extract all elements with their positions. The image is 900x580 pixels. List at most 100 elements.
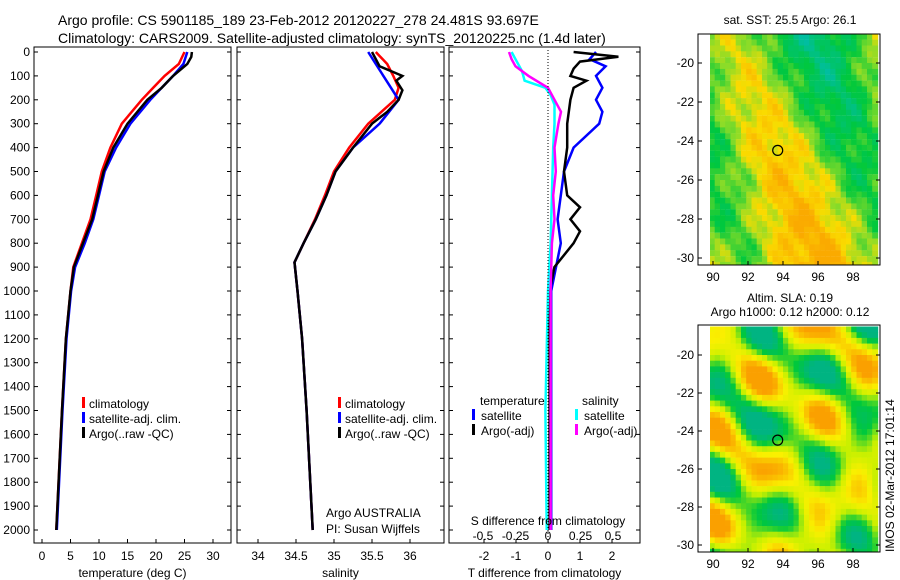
map-cell bbox=[825, 109, 831, 116]
map-cell bbox=[735, 469, 742, 475]
map-cell bbox=[793, 250, 800, 257]
map-cell bbox=[819, 174, 826, 181]
map-cell bbox=[856, 406, 863, 413]
map-cell bbox=[840, 133, 847, 140]
map-cell bbox=[840, 74, 847, 81]
map-cell bbox=[825, 244, 831, 251]
map-cell bbox=[725, 423, 732, 430]
map-cell bbox=[825, 115, 831, 122]
map-cell bbox=[725, 39, 732, 46]
map-cell bbox=[783, 104, 789, 110]
map-cell bbox=[772, 226, 779, 233]
map-cell bbox=[861, 531, 868, 538]
map-cell bbox=[814, 486, 821, 493]
map-cell bbox=[825, 508, 831, 515]
map-cell bbox=[814, 57, 821, 64]
map-cell bbox=[714, 109, 721, 116]
map-cell bbox=[725, 221, 732, 227]
map-cell bbox=[861, 127, 868, 134]
map-cell bbox=[783, 434, 789, 441]
map-cell bbox=[830, 98, 837, 105]
map-cell bbox=[851, 508, 858, 515]
map-cell bbox=[851, 226, 858, 233]
map-cell bbox=[756, 434, 763, 441]
map-cell bbox=[861, 98, 868, 105]
map-cell bbox=[756, 497, 763, 504]
map-cell bbox=[809, 349, 816, 356]
map-cell bbox=[746, 174, 753, 181]
map-cell bbox=[767, 537, 774, 544]
map-cell bbox=[851, 209, 858, 216]
map-cell bbox=[798, 168, 805, 175]
map-cell bbox=[851, 180, 858, 186]
map-cell bbox=[772, 232, 779, 239]
map-cell bbox=[762, 372, 768, 379]
map-cell bbox=[856, 185, 863, 192]
map-cell bbox=[840, 486, 847, 493]
map-cell bbox=[730, 109, 737, 116]
map-cell bbox=[867, 98, 873, 105]
map-cell bbox=[872, 486, 879, 493]
map-cell bbox=[835, 80, 842, 87]
map-cell bbox=[825, 133, 831, 140]
map-cell bbox=[819, 508, 826, 515]
map-cell bbox=[788, 514, 795, 521]
map-cell bbox=[798, 451, 805, 458]
map-cell bbox=[830, 394, 837, 401]
map-cell bbox=[725, 215, 732, 222]
map-cell bbox=[720, 457, 726, 464]
map-cell bbox=[809, 133, 816, 140]
map-cell bbox=[720, 74, 726, 81]
map-cell bbox=[772, 446, 779, 453]
map-cell bbox=[746, 45, 753, 52]
map-cell bbox=[762, 209, 768, 216]
map-cell bbox=[746, 250, 753, 257]
map-cell bbox=[756, 45, 763, 52]
map-cell bbox=[830, 74, 837, 81]
map-cell bbox=[730, 39, 737, 46]
map-x-tick-label: 90 bbox=[706, 557, 720, 571]
map-cell bbox=[793, 174, 800, 181]
map-cell bbox=[793, 215, 800, 222]
map-cell bbox=[767, 86, 774, 93]
map-cell bbox=[793, 139, 800, 146]
map-cell bbox=[846, 244, 852, 251]
map-cell bbox=[809, 394, 816, 401]
map-cell bbox=[777, 45, 784, 52]
map-cell bbox=[861, 144, 868, 151]
map-cell bbox=[756, 514, 763, 521]
map-cell bbox=[798, 366, 805, 373]
map-cell bbox=[746, 537, 753, 544]
map-cell bbox=[751, 326, 758, 333]
map-cell bbox=[714, 349, 721, 356]
map-cell bbox=[798, 63, 805, 69]
map-cell bbox=[819, 497, 826, 504]
map-cell bbox=[835, 377, 842, 384]
map-cell bbox=[819, 377, 826, 384]
map-cell bbox=[741, 39, 747, 46]
map-cell bbox=[819, 139, 826, 146]
argo-position-marker bbox=[772, 144, 784, 156]
map-cell bbox=[835, 394, 842, 401]
map-cell bbox=[793, 451, 800, 458]
map-cell bbox=[735, 423, 742, 430]
map-cell bbox=[798, 394, 805, 401]
map-cell bbox=[793, 144, 800, 151]
map-cell bbox=[804, 537, 810, 544]
map-cell bbox=[735, 174, 742, 181]
map-cell bbox=[804, 406, 810, 413]
map-cell bbox=[767, 394, 774, 401]
legend-title-temperature: temperature bbox=[480, 394, 545, 408]
map-cell bbox=[762, 63, 768, 69]
map-cell bbox=[709, 86, 716, 93]
map-cell bbox=[756, 463, 763, 470]
map-cell bbox=[720, 39, 726, 46]
map-cell bbox=[751, 389, 758, 396]
map-cell bbox=[861, 92, 868, 99]
map-cell bbox=[840, 514, 847, 521]
map-cell bbox=[830, 180, 837, 186]
map-cell bbox=[725, 429, 732, 436]
map-cell bbox=[835, 244, 842, 251]
map-cell bbox=[830, 209, 837, 216]
map-cell bbox=[840, 57, 847, 64]
